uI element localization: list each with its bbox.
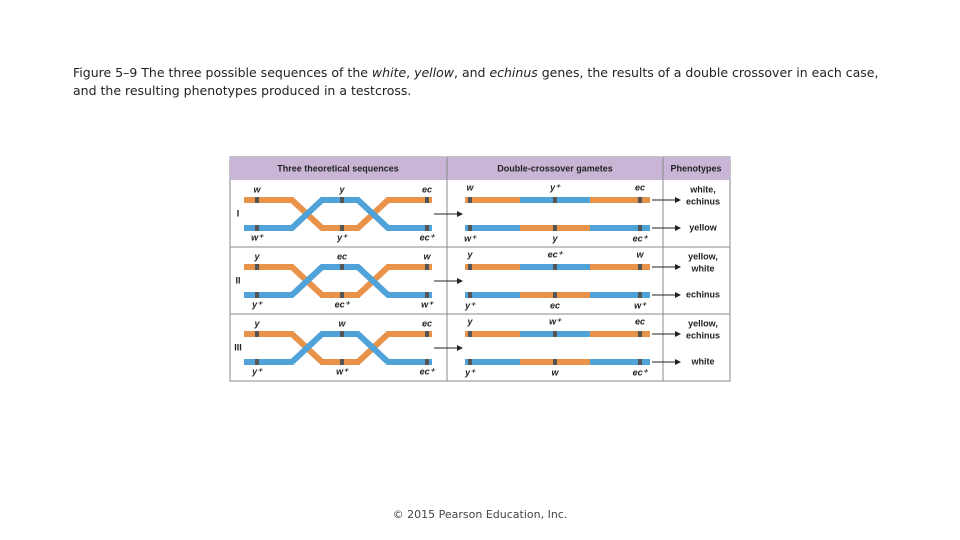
gene-label: ec⁺ (548, 249, 564, 259)
gene-band (638, 197, 642, 203)
phenotype: echinus (686, 330, 720, 340)
gene-label: y (253, 318, 260, 328)
header-bar (230, 157, 730, 180)
gene-label: y⁺ (251, 299, 263, 309)
gene-label: ec⁺ (420, 366, 436, 376)
caption-italic: white (371, 65, 407, 80)
gene-band (340, 264, 344, 270)
gene-label: w (636, 249, 644, 259)
gene-label: y (466, 249, 473, 259)
gene-label: y (253, 251, 260, 261)
gene-band (638, 225, 642, 231)
phenotype: white (690, 263, 714, 273)
phenotype: yellow, (688, 318, 718, 328)
gene-band (425, 331, 429, 337)
gene-band (255, 292, 259, 298)
section-numeral: I (237, 208, 240, 218)
gene-band (255, 359, 259, 365)
caption-text: Figure 5–9 The three possible sequences … (73, 65, 372, 80)
caption-text: , (406, 65, 415, 80)
gene-band (425, 225, 429, 231)
gene-label: ec (422, 184, 432, 194)
gene-label: ec⁺ (420, 232, 436, 242)
phenotype: echinus (686, 289, 720, 299)
gene-band (638, 359, 642, 365)
phenotype: white (690, 356, 714, 366)
gene-band (340, 225, 344, 231)
gene-label: w⁺ (634, 300, 647, 310)
gene-band (468, 225, 472, 231)
footer: © 2015 Pearson Education, Inc. (392, 508, 568, 521)
gene-band (255, 225, 259, 231)
caption-italic: echinus (489, 65, 538, 80)
gene-label: w (466, 182, 474, 192)
gene-band (553, 331, 557, 337)
phenotype: echinus (686, 196, 720, 206)
gene-label: w⁺ (549, 316, 562, 326)
gene-band (468, 331, 472, 337)
section-numeral: III (234, 342, 242, 352)
gene-band (425, 292, 429, 298)
gene-band (255, 331, 259, 337)
gene-band (255, 264, 259, 270)
gene-label: ec⁺ (335, 299, 351, 309)
gene-band (468, 292, 472, 298)
gene-band (340, 359, 344, 365)
gene-band (553, 264, 557, 270)
gene-band (553, 292, 557, 298)
gene-label: ec (337, 251, 347, 261)
gene-label: w (338, 318, 346, 328)
gene-band (638, 331, 642, 337)
gene-band (553, 359, 557, 365)
section-numeral: II (235, 275, 240, 285)
gene-band (553, 225, 557, 231)
gene-label: y⁺ (549, 182, 561, 192)
gene-label: y⁺ (251, 366, 263, 376)
gene-band (425, 264, 429, 270)
caption-text: genes, the results of a double crossover… (73, 65, 879, 98)
gene-band (340, 331, 344, 337)
gene-label: w⁺ (464, 233, 477, 243)
gene-label: y (551, 233, 558, 243)
phenotype: yellow (689, 222, 718, 232)
gene-band (638, 264, 642, 270)
gene-label: w (551, 367, 559, 377)
caption-italic: yellow (414, 65, 454, 80)
gene-band (255, 197, 259, 203)
gene-label: y⁺ (464, 367, 476, 377)
gene-label: ec (635, 182, 645, 192)
gene-label: w⁺ (421, 299, 434, 309)
gene-label: w (253, 184, 261, 194)
caption-text: , and (454, 65, 490, 80)
gene-label: y (338, 184, 345, 194)
gene-label: ec⁺ (633, 367, 649, 377)
header: Three theoretical sequences (277, 163, 399, 173)
caption: Figure 5–9 The three possible sequences … (73, 64, 893, 100)
gene-label: w (423, 251, 431, 261)
gene-label: ec (550, 300, 560, 310)
gene-label: ec⁺ (633, 233, 649, 243)
gene-band (468, 359, 472, 365)
gene-label: ec (422, 318, 432, 328)
gene-label: y⁺ (464, 300, 476, 310)
gene-band (340, 292, 344, 298)
phenotype: white, (689, 184, 716, 194)
gene-label: ec (635, 316, 645, 326)
gene-label: w⁺ (336, 366, 349, 376)
gene-band (425, 197, 429, 203)
gene-band (468, 197, 472, 203)
gene-label: y (466, 316, 473, 326)
gene-band (638, 292, 642, 298)
phenotype: yellow, (688, 251, 718, 261)
gene-label: w⁺ (251, 232, 264, 242)
gene-band (468, 264, 472, 270)
header: Phenotypes (670, 163, 721, 173)
gene-band (340, 197, 344, 203)
header: Double-crossover gametes (497, 163, 613, 173)
gene-band (553, 197, 557, 203)
gene-band (425, 359, 429, 365)
gene-label: y⁺ (336, 232, 348, 242)
